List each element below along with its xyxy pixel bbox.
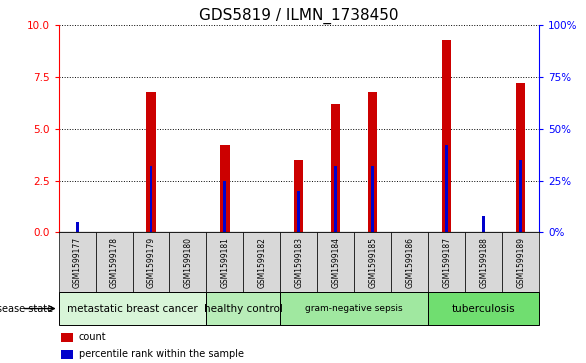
Bar (355, 232, 391, 292)
Text: GSM1599186: GSM1599186 (406, 237, 414, 288)
Bar (294, 160, 304, 232)
Text: GSM1599188: GSM1599188 (479, 237, 488, 288)
Bar (335, 166, 338, 232)
Bar (96, 232, 132, 292)
Bar (169, 232, 206, 292)
Bar (280, 232, 318, 292)
Text: disease state: disease state (0, 303, 53, 314)
Bar (220, 146, 230, 232)
Bar (62, 350, 73, 359)
Bar (482, 216, 485, 232)
Text: GSM1599178: GSM1599178 (110, 237, 118, 288)
Text: GSM1599177: GSM1599177 (73, 237, 81, 288)
Bar (445, 146, 448, 232)
Bar (368, 91, 377, 232)
Text: GSM1599187: GSM1599187 (442, 237, 451, 288)
Text: healthy control: healthy control (204, 303, 283, 314)
Text: GSM1599184: GSM1599184 (331, 237, 340, 288)
Bar (62, 333, 73, 342)
Bar (372, 166, 374, 232)
Bar (428, 232, 465, 292)
Bar (516, 83, 525, 232)
Bar (59, 232, 96, 292)
Bar (502, 232, 539, 292)
Bar (59, 292, 206, 325)
Text: GSM1599179: GSM1599179 (146, 237, 155, 288)
Bar (132, 232, 169, 292)
Bar (331, 104, 340, 232)
Bar (223, 180, 226, 232)
Text: GSM1599189: GSM1599189 (516, 237, 525, 288)
Bar (206, 292, 280, 325)
Bar (280, 292, 428, 325)
Bar (519, 160, 522, 232)
Title: GDS5819 / ILMN_1738450: GDS5819 / ILMN_1738450 (199, 8, 398, 24)
Bar (318, 232, 355, 292)
Bar (442, 40, 451, 232)
Text: percentile rank within the sample: percentile rank within the sample (79, 349, 244, 359)
Bar (206, 232, 243, 292)
Text: gram-negative sepsis: gram-negative sepsis (305, 304, 403, 313)
Text: tuberculosis: tuberculosis (452, 303, 516, 314)
Bar (297, 191, 301, 232)
Text: GSM1599183: GSM1599183 (294, 237, 304, 288)
Text: GSM1599180: GSM1599180 (183, 237, 192, 288)
Text: count: count (79, 332, 107, 342)
Bar (428, 292, 539, 325)
Bar (465, 232, 502, 292)
Text: metastatic breast cancer: metastatic breast cancer (67, 303, 198, 314)
Text: GSM1599182: GSM1599182 (257, 237, 267, 288)
Bar (149, 166, 152, 232)
Bar (243, 232, 280, 292)
Text: GSM1599185: GSM1599185 (368, 237, 377, 288)
Bar (146, 91, 156, 232)
Bar (391, 232, 428, 292)
Bar (76, 222, 79, 232)
Text: GSM1599181: GSM1599181 (220, 237, 230, 288)
